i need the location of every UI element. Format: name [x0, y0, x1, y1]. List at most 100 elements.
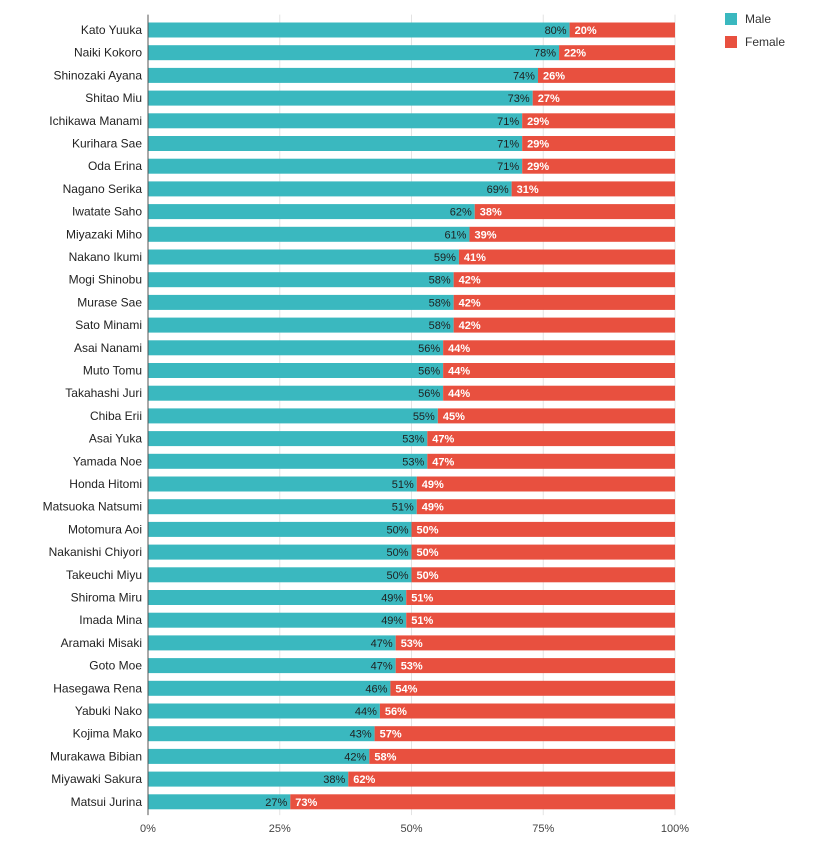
bar-male: [148, 113, 523, 129]
legend: Male Female: [725, 12, 785, 49]
value-label-female: 26%: [543, 70, 565, 82]
category-label: Muto Tomu: [83, 364, 142, 378]
value-label-male: 78%: [534, 48, 556, 60]
category-label: Yamada Noe: [73, 454, 142, 468]
bar-female: [411, 521, 675, 537]
value-label-female: 42%: [459, 297, 481, 309]
value-label-female: 29%: [527, 161, 549, 173]
category-label: Murase Sae: [77, 295, 142, 309]
category-label: Ichikawa Manami: [49, 114, 142, 128]
value-label-female: 47%: [432, 456, 454, 468]
value-label-male: 47%: [371, 661, 393, 673]
value-label-male: 46%: [365, 683, 387, 695]
value-label-male: 56%: [418, 366, 440, 378]
bar-male: [148, 771, 349, 787]
bar-female: [453, 317, 675, 333]
category-label: Naiki Kokoro: [74, 46, 142, 60]
value-label-male: 74%: [513, 70, 535, 82]
value-label-male: 71%: [497, 116, 519, 128]
bar-female: [458, 249, 675, 265]
bar-female: [411, 567, 675, 583]
bar-male: [148, 476, 417, 492]
bar-male: [148, 249, 459, 265]
bar-female: [416, 476, 675, 492]
bar-female: [569, 22, 675, 38]
bar-male: [148, 136, 523, 151]
bar-male: [148, 385, 444, 401]
value-label-male: 49%: [381, 593, 403, 605]
value-label-male: 61%: [444, 229, 466, 241]
category-label: Asai Yuka: [89, 432, 142, 446]
value-label-male: 80%: [545, 25, 567, 37]
value-label-female: 51%: [411, 615, 433, 627]
value-label-female: 47%: [432, 434, 454, 446]
category-label: Kojima Mako: [73, 727, 143, 741]
category-label: Kato Yuuka: [81, 23, 142, 37]
x-tick-label: 0%: [140, 823, 156, 835]
value-label-female: 62%: [353, 774, 375, 786]
value-label-female: 53%: [401, 661, 423, 673]
category-label: Nakano Ikumi: [69, 250, 142, 264]
bar-male: [148, 226, 470, 242]
category-label: Mogi Shinobu: [69, 273, 142, 287]
bar-male: [148, 680, 391, 696]
bar-male: [148, 67, 538, 83]
value-label-female: 57%: [380, 729, 402, 741]
bar-female: [469, 226, 675, 242]
value-label-female: 50%: [417, 547, 439, 559]
category-label: Shinozaki Ayana: [53, 68, 142, 82]
bar-female: [290, 794, 675, 810]
value-label-female: 49%: [422, 479, 444, 491]
bar-female: [511, 181, 675, 197]
bar-female: [522, 136, 675, 151]
value-label-male: 38%: [323, 774, 345, 786]
bar-male: [148, 340, 444, 356]
value-label-female: 20%: [575, 25, 597, 37]
value-label-female: 58%: [374, 751, 396, 763]
value-label-male: 51%: [392, 502, 414, 514]
value-label-female: 31%: [517, 184, 539, 196]
bar-male: [148, 204, 475, 220]
value-label-female: 44%: [448, 388, 470, 400]
value-label-male: 50%: [386, 570, 408, 582]
value-label-female: 44%: [448, 343, 470, 355]
category-label: Oda Erina: [88, 159, 142, 173]
category-label: Nakanishi Chiyori: [49, 545, 142, 559]
value-label-male: 58%: [429, 297, 451, 309]
legend-label-female: Female: [745, 35, 785, 49]
bar-male: [148, 408, 438, 424]
bar-male: [148, 45, 560, 61]
bar-female: [437, 408, 675, 424]
bar-female: [348, 771, 675, 787]
bar-male: [148, 158, 523, 174]
bar-male: [148, 90, 533, 106]
value-label-male: 50%: [386, 524, 408, 536]
bar-male: [148, 22, 570, 38]
value-label-male: 47%: [371, 638, 393, 650]
bar-female: [559, 45, 675, 61]
category-label: Matsui Jurina: [71, 795, 143, 809]
value-label-female: 51%: [411, 593, 433, 605]
category-label: Matsuoka Natsumi: [43, 500, 142, 514]
value-label-male: 62%: [450, 207, 472, 219]
value-label-male: 55%: [413, 411, 435, 423]
legend-label-male: Male: [745, 12, 771, 26]
bar-female: [369, 748, 675, 764]
category-label: Hasegawa Rena: [53, 681, 142, 695]
category-labels: Kato Yuuka Naiki Kokoro Shinozaki Ayana Shi…: [43, 23, 143, 809]
value-label-male: 53%: [402, 456, 424, 468]
bar-female: [406, 612, 675, 628]
value-label-female: 29%: [527, 139, 549, 151]
value-label-male: 56%: [418, 388, 440, 400]
bar-female: [537, 67, 675, 83]
bar-male: [148, 431, 428, 447]
category-label: Miyazaki Miho: [66, 227, 142, 241]
category-label: Goto Moe: [89, 659, 142, 673]
bar-male: [148, 181, 512, 197]
value-label-female: 50%: [417, 524, 439, 536]
bar-male: [148, 363, 444, 378]
value-label-male: 73%: [508, 93, 530, 105]
legend-swatch-female: [725, 36, 737, 48]
bars: [148, 22, 675, 810]
